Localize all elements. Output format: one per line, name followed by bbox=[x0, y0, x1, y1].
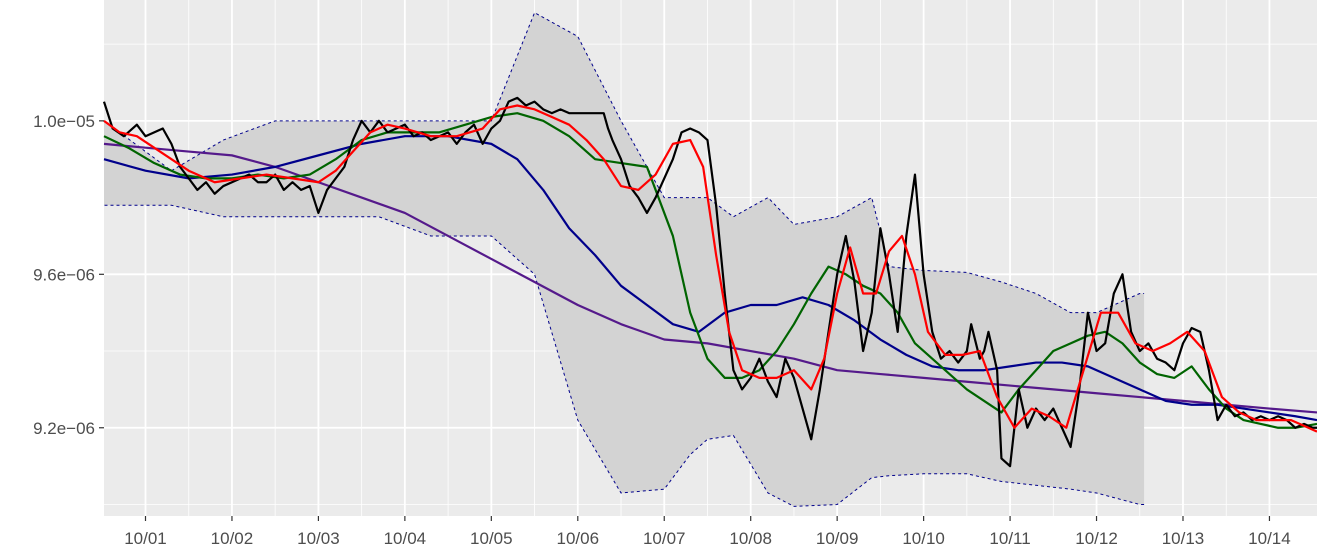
series-line bbox=[103, 142, 1317, 414]
x-tick-label: 10/05 bbox=[470, 529, 513, 548]
series-line bbox=[103, 135, 1317, 422]
y-tick-label: 9.2e−06 bbox=[33, 419, 95, 438]
y-tick-label: 9.6e−06 bbox=[33, 265, 95, 284]
x-tick-label: 10/10 bbox=[902, 529, 945, 548]
x-tick-label: 10/13 bbox=[1162, 529, 1205, 548]
y-tick-label: 1.0e−05 bbox=[33, 112, 95, 131]
x-tick-label: 10/03 bbox=[297, 529, 340, 548]
x-tick-label: 10/11 bbox=[989, 529, 1030, 548]
x-tick-label: 10/01 bbox=[124, 529, 167, 548]
band-area bbox=[104, 12, 1145, 507]
x-tick-label: 10/12 bbox=[1075, 529, 1118, 548]
series-lines bbox=[102, 96, 1317, 468]
series-line bbox=[103, 112, 1317, 429]
confidence-band bbox=[103, 11, 1145, 507]
band-lower-line bbox=[104, 204, 1145, 507]
x-tick-label: 10/07 bbox=[643, 529, 686, 548]
band-upper-line bbox=[103, 11, 1145, 314]
x-tick-label: 10/09 bbox=[816, 529, 859, 548]
x-tick-label: 10/02 bbox=[211, 529, 254, 548]
x-tick-label: 10/14 bbox=[1248, 529, 1291, 548]
series-line bbox=[103, 104, 1317, 433]
series-line bbox=[102, 96, 1317, 468]
x-tick-label: 10/08 bbox=[729, 529, 772, 548]
axes: 1.0e−05 9.6e−06 9.2e−06 10/01 10/02 10/03 10/0… bbox=[33, 112, 1291, 548]
x-tick-label: 10/04 bbox=[384, 529, 427, 548]
x-tick-label: 10/06 bbox=[557, 529, 600, 548]
